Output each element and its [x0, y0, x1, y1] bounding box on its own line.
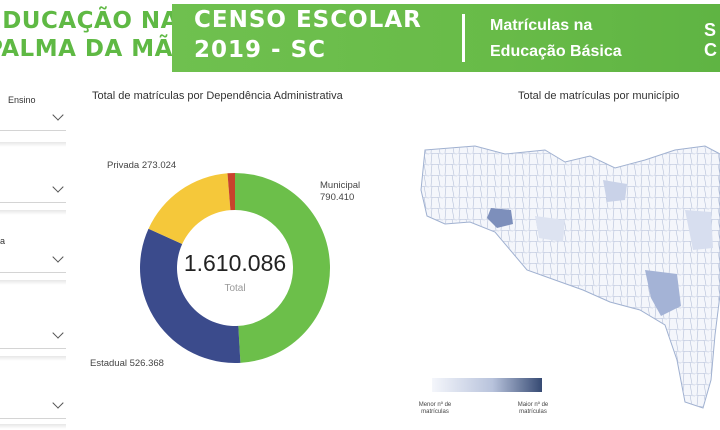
brand-line-2: PALMA DA MÃO	[0, 36, 194, 62]
donut-chart-title: Total de matrículas por Dependência Admi…	[92, 90, 343, 102]
page-subtitle-line-1: Matrículas na	[490, 17, 593, 34]
page-title-line-2: 2019 - SC	[194, 37, 327, 63]
filter-shadow	[0, 142, 66, 147]
municipality-highlight	[603, 180, 627, 202]
filter-dropdown-1[interactable]	[0, 108, 66, 131]
map-legend-gradient	[432, 378, 542, 392]
banner-divider	[462, 14, 465, 62]
chevron-down-icon	[52, 251, 64, 263]
donut-chart: 1.610.086 Total	[135, 168, 335, 368]
filter-shadow	[0, 356, 66, 361]
filter-dropdown-4[interactable]	[0, 326, 66, 349]
donut-slice-privada[interactable]	[148, 173, 231, 245]
page-title-line-1: CENSO ESCOLAR	[194, 7, 422, 33]
donut-svg	[139, 173, 331, 363]
filter-label-ensino: Ensino	[8, 95, 36, 105]
label-estadual: Estadual 526.368	[90, 358, 164, 369]
filter-shadow	[0, 280, 66, 285]
total-value: 1.610.086	[183, 250, 287, 276]
municipality-highlight	[487, 208, 513, 228]
municipality-map[interactable]	[415, 120, 720, 410]
filter-label-3: a	[0, 236, 6, 246]
chevron-down-icon	[52, 397, 64, 409]
filter-dropdown-5[interactable]	[0, 396, 66, 419]
chevron-down-icon	[52, 109, 64, 121]
donut-slice-estadual[interactable]	[139, 228, 241, 363]
total-label: Total	[224, 283, 246, 294]
map-title: Total de matrículas por município	[518, 90, 680, 102]
logo-letter-top: S	[704, 20, 717, 40]
brand-line-1: EDUCAÇÃO NA	[0, 8, 179, 34]
header: EDUCAÇÃO NA PALMA DA MÃO CENSO ESCOLAR 2…	[0, 0, 720, 76]
filter-sidebar: Ensino a	[0, 76, 70, 430]
label-municipal-name: Municipal	[320, 180, 361, 191]
filter-shadow	[0, 424, 66, 429]
filter-shadow	[0, 210, 66, 215]
municipality-highlight	[645, 270, 681, 316]
donut-slice-federal[interactable]	[227, 173, 235, 211]
label-privada: Privada 273.024	[107, 160, 177, 171]
page-subtitle-line-2: Educação Básica	[490, 43, 622, 60]
state-logo: S C	[704, 10, 720, 66]
municipality-highlight	[535, 216, 565, 242]
filter-dropdown-2[interactable]	[0, 180, 66, 203]
logo-letter-bottom: C	[704, 40, 717, 60]
chevron-down-icon	[52, 181, 64, 193]
donut-slice-municipal[interactable]	[235, 173, 331, 363]
municipality-grid	[421, 146, 720, 408]
label-municipal-value: 790.410	[320, 192, 355, 203]
municipality-highlight	[685, 210, 713, 250]
legend-min-label: Menor nº de matrículas	[418, 402, 452, 415]
legend-max-label: Maior nº de matrículas	[517, 402, 549, 415]
title-banner: CENSO ESCOLAR 2019 - SC Matrículas na Ed…	[172, 4, 720, 72]
filter-dropdown-3[interactable]	[0, 250, 66, 273]
chevron-down-icon	[52, 327, 64, 339]
brand-logo: EDUCAÇÃO NA PALMA DA MÃO	[0, 0, 193, 76]
